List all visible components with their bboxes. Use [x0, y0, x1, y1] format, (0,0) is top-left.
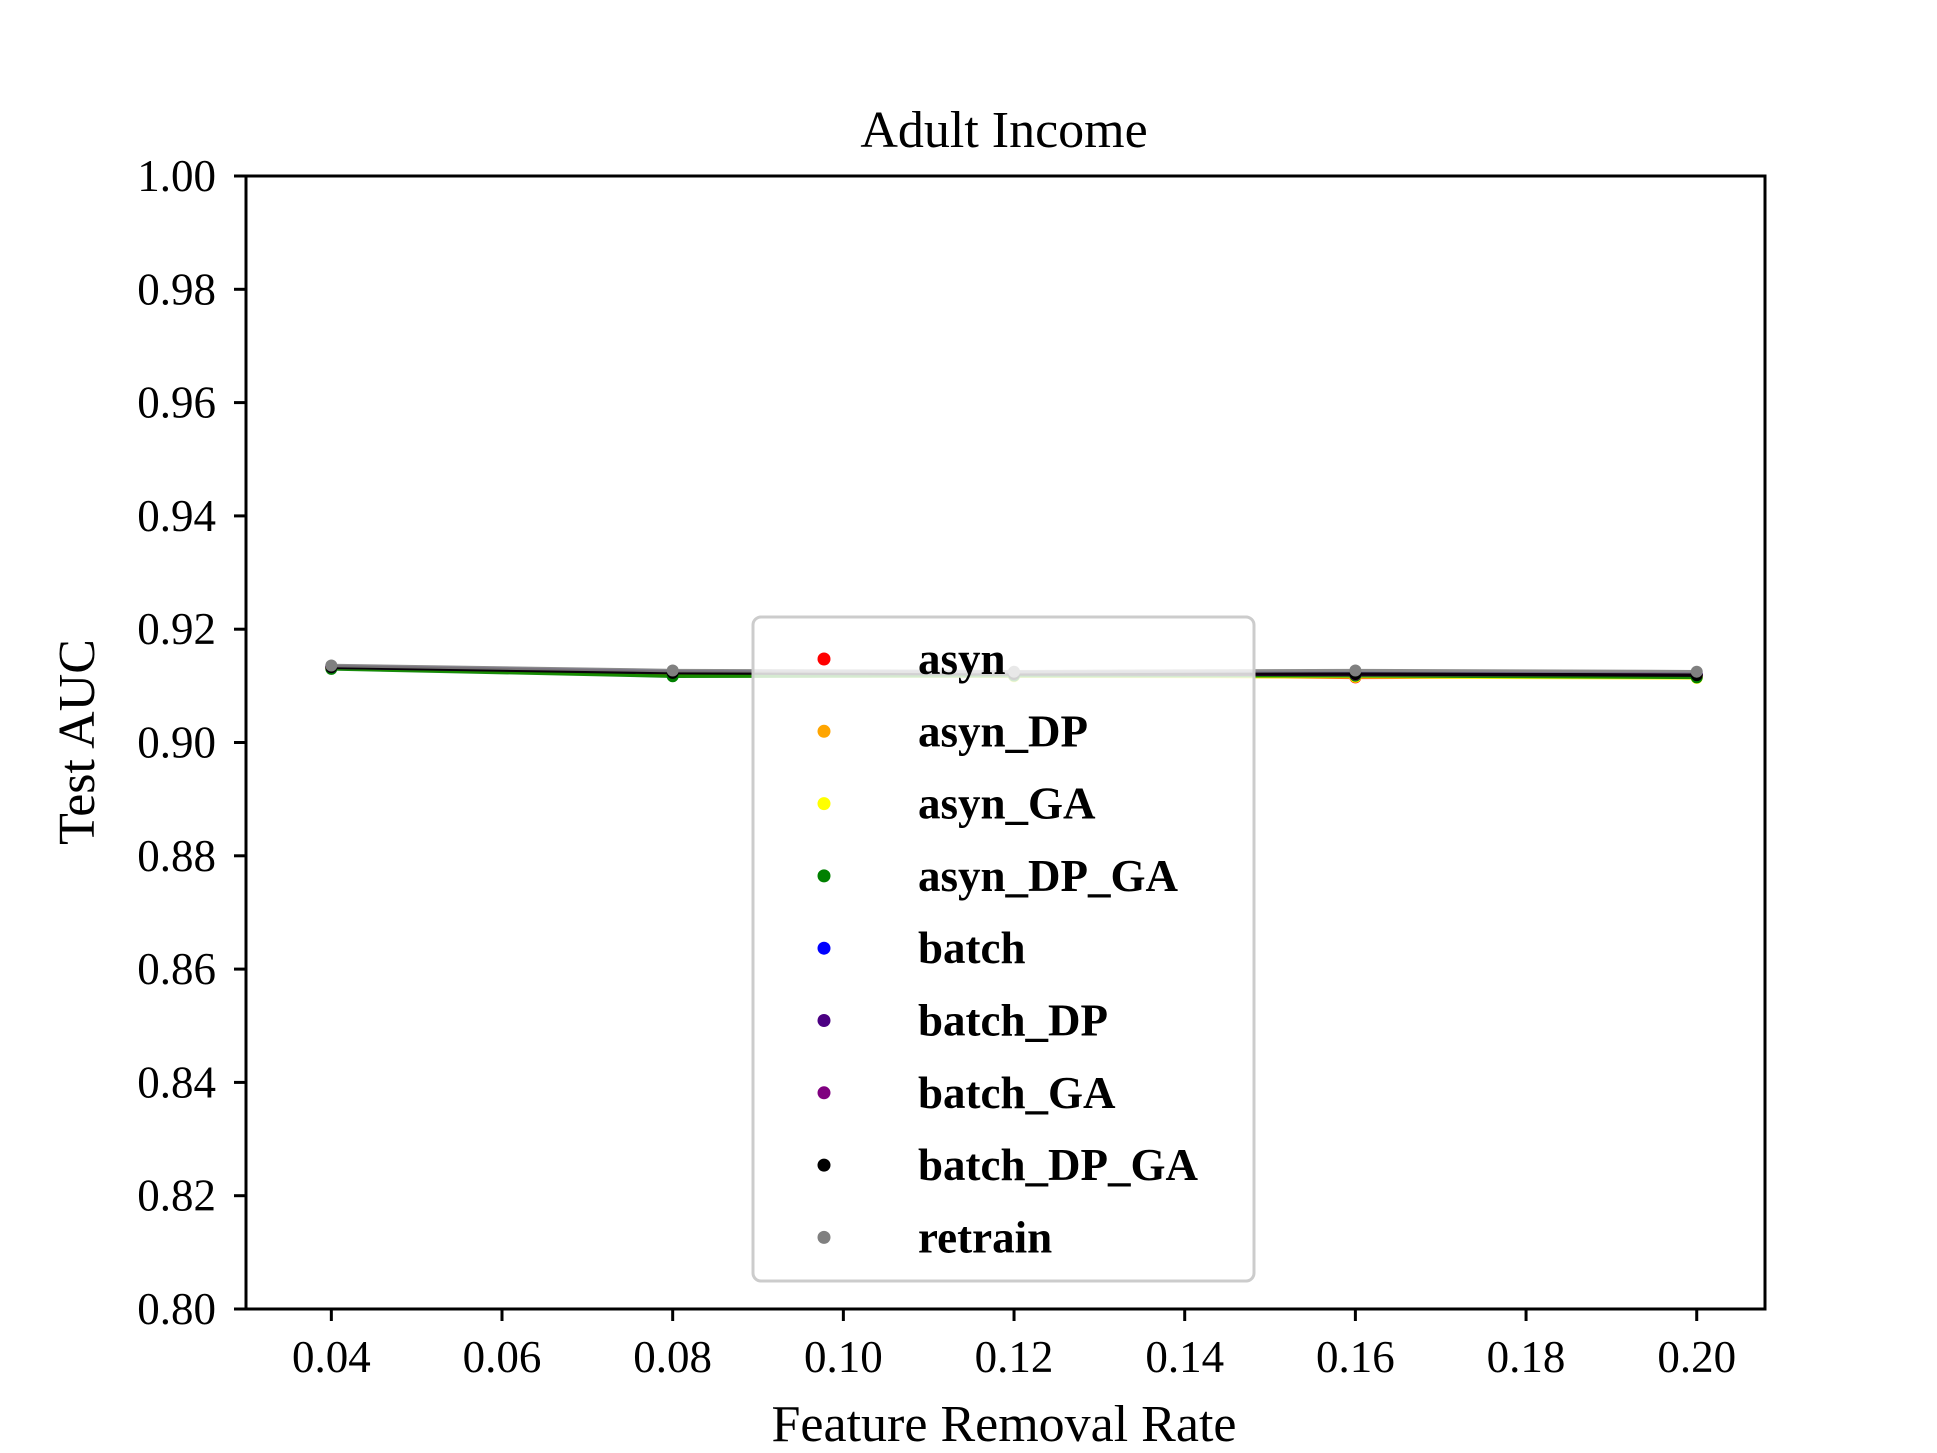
y-tick-label: 0.94: [137, 491, 216, 541]
legend-marker-asyn_GA: [817, 797, 831, 811]
x-tick-label: 0.04: [292, 1332, 371, 1382]
legend-marker-asyn: [817, 652, 831, 666]
x-tick-label: 0.08: [633, 1332, 712, 1382]
legend-label-batch: batch: [918, 923, 1026, 973]
y-axis-label: Test AUC: [49, 639, 106, 845]
plot-frame: [244, 174, 1767, 1311]
legend-marker-asyn_DP: [817, 724, 831, 738]
chart-title: Adult Income: [860, 102, 1147, 159]
y-tick-label: 0.86: [137, 944, 216, 994]
data-point-retrain: [666, 664, 679, 677]
x-tick-label: 0.18: [1487, 1332, 1566, 1382]
y-tick-label: 0.84: [137, 1057, 216, 1107]
y-tick-label: 0.88: [137, 831, 216, 881]
legend-marker-batch: [817, 941, 831, 955]
x-tick-label: 0.06: [463, 1332, 542, 1382]
y-tick-label: 0.82: [137, 1171, 216, 1221]
legend-marker-batch_DP_GA: [817, 1158, 831, 1172]
x-tick-label: 0.12: [975, 1332, 1054, 1382]
y-tick-label: 0.90: [137, 718, 216, 768]
axis-ticks: 0.04 0.06 0.08 0.10 0.12 0.14 0.16 0.18 0.20 0.80…: [137, 151, 1736, 1382]
x-tick-label: 0.16: [1316, 1332, 1395, 1382]
y-tick-label: 0.92: [137, 604, 216, 654]
legend-label-batch_DP_GA: batch_DP_GA: [918, 1140, 1199, 1190]
legend-marker-asyn_DP_GA: [817, 869, 831, 883]
legend-label-asyn_DP_GA: asyn_DP_GA: [918, 851, 1179, 901]
legend-marker-batch_GA: [817, 1086, 831, 1100]
legend-label-asyn_DP: asyn_DP: [918, 706, 1088, 756]
x-tick-label: 0.20: [1657, 1332, 1736, 1382]
y-tick-label: 0.98: [137, 264, 216, 314]
legend-label-batch_DP: batch_DP: [918, 996, 1108, 1046]
legend-marker-batch_DP: [817, 1014, 831, 1027]
data-point-retrain: [1349, 664, 1362, 677]
legend-label-asyn: asyn: [918, 634, 1006, 684]
x-tick-label: 0.10: [804, 1332, 883, 1382]
legend-marker-retrain: [817, 1230, 831, 1244]
legend-label-batch_GA: batch_GA: [918, 1068, 1116, 1118]
y-tick-label: 1.00: [137, 151, 216, 201]
y-tick-label: 0.96: [137, 378, 216, 428]
x-axis-label: Feature Removal Rate: [772, 1396, 1237, 1453]
legend-label-retrain: retrain: [918, 1212, 1052, 1262]
y-tick-label: 0.80: [137, 1284, 216, 1334]
data-point-retrain: [325, 659, 338, 672]
data-point-retrain: [1690, 665, 1703, 678]
x-tick-label: 0.14: [1145, 1332, 1224, 1382]
legend-label-asyn_GA: asyn_GA: [918, 779, 1096, 829]
legend-box: [751, 615, 1256, 1283]
